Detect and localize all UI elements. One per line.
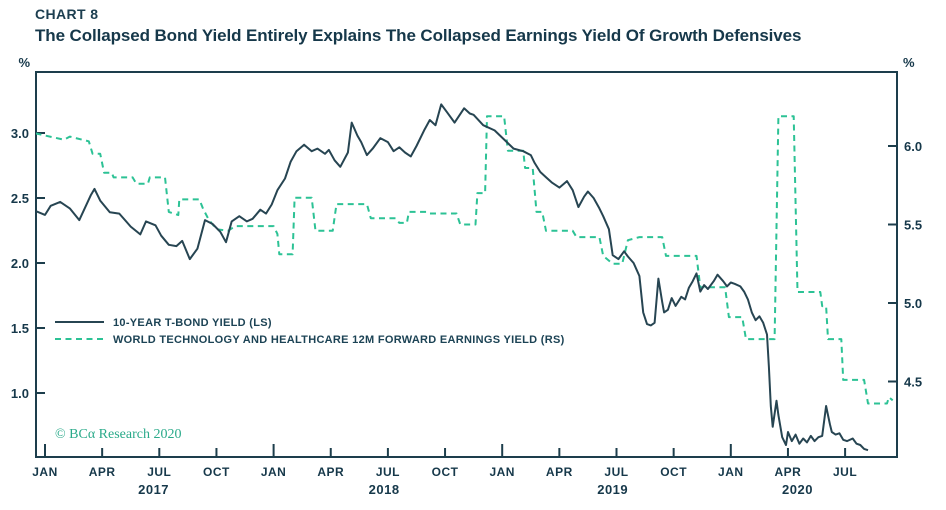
year-label: 2018 — [369, 482, 400, 497]
month-tick-label: JUL — [604, 465, 628, 479]
month-tick-label: OCT — [203, 465, 230, 479]
chart-title: The Collapsed Bond Yield Entirely Explai… — [35, 26, 802, 45]
right-tick-label: 6.0 — [904, 139, 922, 154]
chart-number: CHART 8 — [35, 6, 99, 22]
legend-label: WORLD TECHNOLOGY AND HEALTHCARE 12M FORW… — [113, 334, 565, 346]
month-tick-label: APR — [775, 465, 802, 479]
month-tick-label: JAN — [261, 465, 287, 479]
right-tick-label: 4.5 — [904, 375, 922, 390]
month-tick-label: JUL — [147, 465, 171, 479]
right-axis-unit: % — [903, 55, 915, 70]
month-tick-label: OCT — [660, 465, 687, 479]
credit-text: © BCα Research 2020 — [55, 427, 181, 442]
series-group — [36, 103, 894, 452]
left-tick-label: 1.0 — [11, 386, 29, 401]
month-tick-label: APR — [317, 465, 344, 479]
year-label: 2017 — [138, 482, 169, 497]
month-tick-label: APR — [546, 465, 573, 479]
left-tick-label: 2.0 — [11, 256, 29, 271]
right-tick-label: 5.5 — [904, 218, 922, 233]
legend-label: 10-YEAR T-BOND YIELD (LS) — [113, 317, 272, 329]
left-tick-label: 2.5 — [11, 191, 29, 206]
tbond-yield-line — [36, 103, 869, 452]
month-tick-label: APR — [89, 465, 116, 479]
month-tick-label: JAN — [32, 465, 58, 479]
month-tick-label: JAN — [718, 465, 744, 479]
left-axis-unit: % — [18, 55, 30, 70]
axis-frame — [35, 71, 898, 458]
right-tick-label: 5.0 — [904, 296, 922, 311]
year-label: 2020 — [782, 482, 813, 497]
month-tick-label: JAN — [489, 465, 515, 479]
chart-header: CHART 8 The Collapsed Bond Yield Entirel… — [35, 6, 915, 46]
left-tick-label: 1.5 — [11, 321, 29, 336]
left-tick-label: 3.0 — [11, 126, 29, 141]
year-label: 2019 — [597, 482, 628, 497]
month-tick-label: JUL — [833, 465, 857, 479]
month-tick-label: OCT — [432, 465, 459, 479]
earnings-yield-line — [36, 115, 894, 405]
month-tick-label: JUL — [376, 465, 400, 479]
